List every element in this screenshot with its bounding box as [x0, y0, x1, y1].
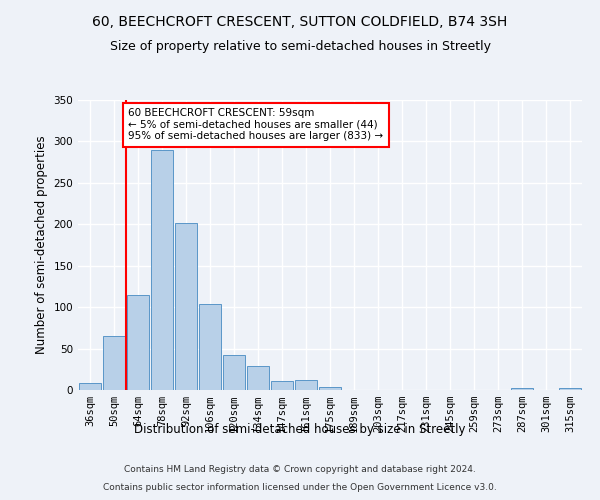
Bar: [559, 388, 581, 390]
Bar: [319, 386, 341, 390]
Bar: [127, 294, 149, 390]
Text: Size of property relative to semi-detached houses in Streetly: Size of property relative to semi-detach…: [110, 40, 491, 53]
Y-axis label: Number of semi-detached properties: Number of semi-detached properties: [35, 136, 48, 354]
Bar: [103, 336, 125, 390]
Bar: [223, 355, 245, 390]
Text: 60, BEECHCROFT CRESCENT, SUTTON COLDFIELD, B74 3SH: 60, BEECHCROFT CRESCENT, SUTTON COLDFIEL…: [92, 15, 508, 29]
Bar: [271, 381, 293, 390]
Text: 60 BEECHCROFT CRESCENT: 59sqm
← 5% of semi-detached houses are smaller (44)
95% : 60 BEECHCROFT CRESCENT: 59sqm ← 5% of se…: [128, 108, 383, 142]
Bar: [199, 304, 221, 390]
Bar: [247, 366, 269, 390]
Text: Distribution of semi-detached houses by size in Streetly: Distribution of semi-detached houses by …: [134, 422, 466, 436]
Bar: [79, 384, 101, 390]
Bar: [295, 380, 317, 390]
Text: Contains public sector information licensed under the Open Government Licence v3: Contains public sector information licen…: [103, 482, 497, 492]
Bar: [511, 388, 533, 390]
Bar: [151, 150, 173, 390]
Bar: [175, 222, 197, 390]
Text: Contains HM Land Registry data © Crown copyright and database right 2024.: Contains HM Land Registry data © Crown c…: [124, 465, 476, 474]
